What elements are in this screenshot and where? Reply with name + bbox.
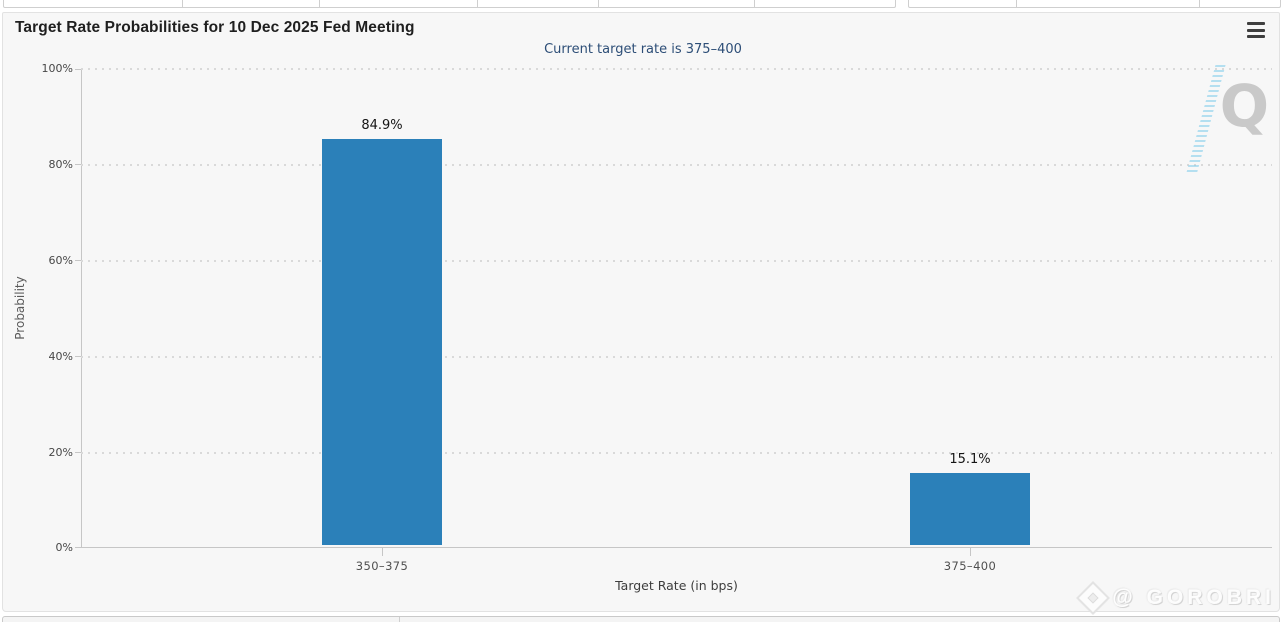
bar-value-label: 15.1% bbox=[949, 451, 991, 467]
chart-panel: Target Rate Probabilities for 10 Dec 202… bbox=[2, 12, 1280, 613]
y-tick-label: 80% bbox=[48, 158, 73, 171]
gridline-40 bbox=[81, 356, 1272, 358]
bar-column: 84.9% bbox=[322, 67, 442, 545]
tab-divider bbox=[598, 0, 599, 7]
quikstrike-swoosh-icon bbox=[1186, 65, 1226, 173]
hamburger-menu-icon[interactable] bbox=[1247, 22, 1265, 38]
bar-value-label: 84.9% bbox=[361, 118, 403, 134]
x-axis-title: Target Rate (in bps) bbox=[615, 578, 738, 593]
bar-350-375[interactable] bbox=[322, 139, 442, 545]
x-category-label: 350–375 bbox=[355, 559, 409, 573]
next-section-strip[interactable] bbox=[2, 616, 1280, 622]
gridline-60 bbox=[81, 260, 1272, 262]
y-tick-label: 0% bbox=[55, 541, 73, 554]
tab-divider bbox=[477, 0, 478, 7]
tab-divider bbox=[1199, 0, 1200, 7]
tab-divider bbox=[319, 0, 320, 7]
tab-strip-left-group[interactable] bbox=[3, 0, 896, 8]
x-tick bbox=[970, 547, 971, 556]
menu-bar bbox=[1247, 28, 1265, 32]
y-tick-label: 100% bbox=[41, 62, 73, 75]
y-axis-line bbox=[81, 69, 82, 548]
tab-strip-right-group[interactable] bbox=[908, 0, 1281, 8]
y-tick-label: 60% bbox=[48, 254, 73, 267]
y-tick bbox=[75, 69, 81, 70]
y-tick bbox=[75, 164, 81, 165]
menu-bar bbox=[1247, 35, 1265, 38]
page-title: Target Rate Probabilities for 10 Dec 202… bbox=[15, 19, 415, 36]
bar-375-400[interactable] bbox=[910, 472, 1030, 545]
gridline-80 bbox=[81, 164, 1272, 166]
menu-bar bbox=[1247, 22, 1265, 25]
quikstrike-watermark: Q bbox=[1183, 63, 1271, 175]
bar-column: 15.1% bbox=[910, 67, 1030, 545]
strip-divider bbox=[399, 617, 400, 622]
y-tick bbox=[75, 452, 81, 453]
x-tick bbox=[382, 547, 383, 556]
y-tick bbox=[75, 356, 81, 357]
x-axis-baseline bbox=[81, 547, 1272, 548]
y-tick bbox=[75, 260, 81, 261]
quikstrike-q-logo: Q bbox=[1219, 72, 1269, 140]
x-category-label: 375–400 bbox=[943, 559, 997, 573]
y-tick bbox=[75, 547, 81, 548]
gridline-20 bbox=[81, 452, 1272, 454]
y-axis-title: Probability bbox=[13, 276, 27, 340]
tab-divider bbox=[1016, 0, 1017, 7]
y-tick-label: 40% bbox=[48, 350, 73, 363]
gridline-100 bbox=[81, 68, 1272, 70]
y-tick-label: 20% bbox=[48, 446, 73, 459]
tab-divider bbox=[182, 0, 183, 7]
tab-divider bbox=[754, 0, 755, 7]
chart-subtitle: Current target rate is 375–400 bbox=[544, 42, 742, 57]
